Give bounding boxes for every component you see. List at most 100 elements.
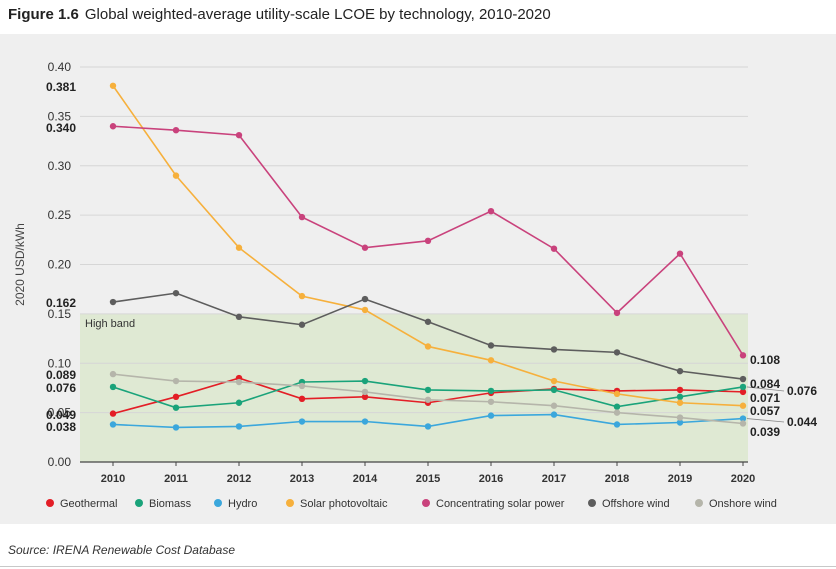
data-point <box>172 172 180 179</box>
data-point <box>298 213 306 221</box>
data-point <box>109 82 117 89</box>
x-tick-label: 2014 <box>353 473 378 485</box>
data-point <box>487 342 495 349</box>
data-point <box>424 386 432 394</box>
data-point <box>172 404 180 411</box>
data-point <box>613 349 621 356</box>
x-tick-label: 2010 <box>101 473 125 485</box>
start-value-label: 0.162 <box>46 296 76 310</box>
data-point <box>172 424 180 431</box>
data-point <box>550 411 558 418</box>
lcoe-line-chart: High band 0.000.050.100.150.200.250.300.… <box>13 60 817 510</box>
data-point <box>361 377 369 385</box>
data-point <box>109 123 117 130</box>
data-point <box>235 399 243 406</box>
data-point <box>676 367 684 375</box>
data-point <box>109 370 117 378</box>
end-label-leader <box>746 418 785 423</box>
data-point <box>109 383 117 391</box>
data-point <box>361 418 369 425</box>
data-point <box>676 419 684 426</box>
data-point <box>613 390 621 398</box>
x-tick-label: 2011 <box>164 473 188 485</box>
legend-marker <box>588 499 596 507</box>
data-point <box>172 289 180 297</box>
data-point <box>676 386 684 394</box>
end-value-label: 0.071 <box>750 391 780 405</box>
high-band-label: High band <box>85 318 135 330</box>
legend-marker <box>46 499 54 507</box>
data-point <box>487 357 495 364</box>
y-tick-label: 0.25 <box>48 208 72 222</box>
data-point <box>361 295 369 303</box>
end-value-label: 0.108 <box>750 353 780 367</box>
legend-marker <box>695 499 703 507</box>
data-point <box>739 383 747 391</box>
start-value-label: 0.089 <box>46 368 76 382</box>
x-tick-label: 2019 <box>668 473 692 485</box>
legend-label: Concentrating solar power <box>436 498 565 510</box>
legend-marker <box>135 499 143 507</box>
end-value-label: 0.039 <box>750 425 780 439</box>
data-point <box>739 420 747 427</box>
data-point <box>739 415 747 422</box>
legend-label: Geothermal <box>60 498 117 510</box>
legend-label: Solar photovoltaic <box>300 498 388 510</box>
data-point <box>172 127 180 134</box>
y-tick-label: 0.15 <box>48 307 72 321</box>
series-layer <box>109 82 747 431</box>
data-point <box>235 244 243 251</box>
data-point <box>613 309 621 317</box>
data-point <box>487 387 495 395</box>
end-value-label: 0.057 <box>750 404 780 418</box>
legend-label: Biomass <box>149 498 192 510</box>
y-axis-label: 2020 USD/kWh <box>13 223 27 306</box>
data-point <box>550 377 558 385</box>
data-point <box>739 352 747 359</box>
y-tick-label: 0.30 <box>48 159 72 173</box>
legend-marker <box>214 499 222 507</box>
legend-marker <box>422 499 430 507</box>
y-tick-label: 0.20 <box>48 258 72 272</box>
data-point <box>550 386 558 394</box>
end-value-label: 0.084 <box>750 377 780 391</box>
y-tick-label: 0.35 <box>48 109 72 123</box>
y-tick-label: 0.00 <box>48 455 72 469</box>
start-value-label: 0.038 <box>46 420 76 434</box>
data-point <box>424 237 432 244</box>
figure-label: Figure 1.6 <box>8 6 79 23</box>
data-point <box>361 244 369 251</box>
data-point <box>550 245 558 252</box>
data-point <box>424 396 432 403</box>
data-point <box>676 393 684 401</box>
end-value-label: 0.044 <box>787 415 817 429</box>
data-point <box>487 412 495 419</box>
data-point <box>739 375 747 383</box>
data-point <box>550 346 558 353</box>
data-point <box>298 292 306 300</box>
data-point <box>676 399 684 406</box>
data-point <box>613 403 621 410</box>
x-tick-label: 2020 <box>731 473 755 485</box>
data-point <box>739 402 747 409</box>
legend-layer: Geothermal Biomass Hydro Solar photovoltaic… <box>46 498 777 510</box>
data-point <box>424 343 432 350</box>
data-point <box>298 395 306 402</box>
start-value-label: 0.049 <box>46 408 76 422</box>
data-point <box>298 418 306 425</box>
data-point <box>109 298 117 306</box>
x-tick-label: 2017 <box>542 473 566 485</box>
axis-layer: 0.00 0.05 0.10 0.15 0.20 0.25 0.30 0.35 0.40 2010… <box>13 60 755 485</box>
figure-title-text: Global weighted-average utility-scale LC… <box>84 6 551 23</box>
x-tick-label: 2013 <box>290 473 314 485</box>
data-point <box>550 402 558 409</box>
x-tick-label: 2015 <box>416 473 440 485</box>
data-point <box>361 388 369 396</box>
data-point <box>361 393 369 401</box>
figure-title: Figure 1.6 Global weighted-average utilit… <box>8 6 551 23</box>
data-point <box>298 321 306 328</box>
data-point <box>298 382 306 390</box>
grid-layer <box>80 66 748 414</box>
bottom-rule <box>0 566 836 567</box>
legend-marker <box>286 499 294 507</box>
